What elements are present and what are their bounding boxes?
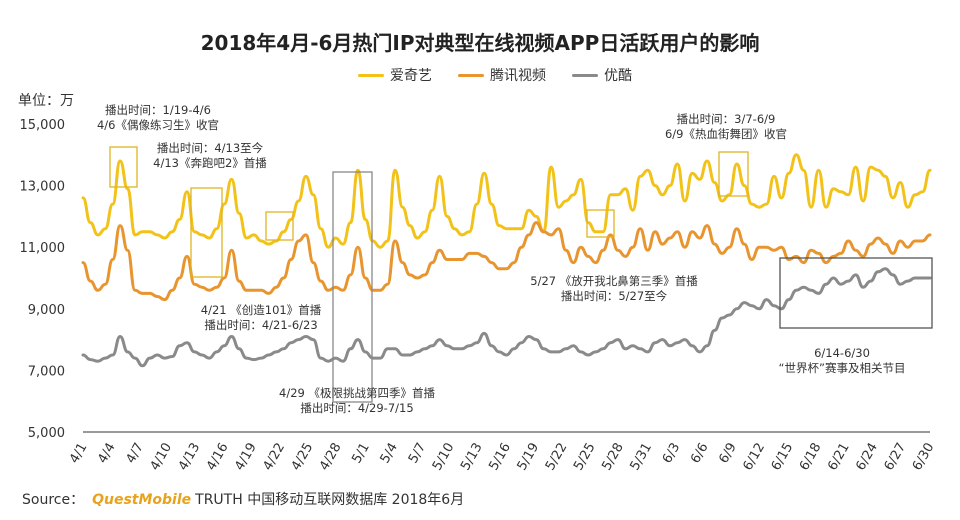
legend-item-tencent: 腾讯视频 <box>458 65 546 85</box>
x-tick-label: 5/4 <box>378 441 401 467</box>
x-tick-label: 5/31 <box>628 441 656 474</box>
highlight-box-1 <box>109 146 138 188</box>
x-tick-label: 6/6 <box>688 441 711 467</box>
series-line-iqiyi <box>81 153 932 249</box>
x-tick-label: 5/19 <box>515 441 543 474</box>
y-axis-unit-label: 单位：万 <box>18 93 74 109</box>
source-text: TRUTH 中国移动互联网数据库 2018年6月 <box>195 492 465 508</box>
x-tick-label: 4/22 <box>261 441 289 474</box>
highlight-box-6 <box>718 151 749 197</box>
annotation-1-line-2: 4/6《偶像练习生》收官 <box>97 118 219 132</box>
x-tick-label: 4/16 <box>204 441 232 474</box>
series-line-youku <box>81 267 932 368</box>
x-tick-label: 6/24 <box>853 441 881 474</box>
annotation-4-line-2: 播出时间：4/29-7/15 <box>300 401 413 415</box>
highlight-box-7 <box>779 257 933 329</box>
highlight-box-5 <box>586 209 615 238</box>
y-tick-label: 9,000 <box>28 303 65 318</box>
annotation-5-line-2: 播出时间：5/27至今 <box>561 289 668 303</box>
x-tick-label: 6/9 <box>716 441 739 467</box>
legend: 爱奇艺 腾讯视频 优酷 <box>358 66 658 84</box>
x-tick-label: 5/13 <box>458 441 486 474</box>
legend-item-youku: 优酷 <box>572 65 632 85</box>
legend-swatch-tencent <box>458 73 484 77</box>
x-tick-label: 5/1 <box>349 441 372 467</box>
legend-label-youku: 优酷 <box>604 68 632 84</box>
x-tick-label: 4/28 <box>317 441 345 474</box>
legend-item-iqiyi: 爱奇艺 <box>358 65 432 85</box>
legend-swatch-youku <box>572 73 598 77</box>
x-tick-label: 5/16 <box>486 441 514 474</box>
x-tick-label: 4/25 <box>289 441 317 474</box>
x-tick-label: 4/19 <box>232 441 260 474</box>
x-tick-label: 4/7 <box>123 441 146 467</box>
x-tick-label: 6/21 <box>825 441 853 474</box>
y-tick-label: 11,000 <box>20 241 66 256</box>
x-tick-label: 6/30 <box>910 441 938 474</box>
x-tick-label: 6/3 <box>660 441 683 467</box>
source-brand-logo: QuestMobile <box>92 492 192 508</box>
annotation-1-line-1: 播出时间：1/19-4/6 <box>105 103 211 117</box>
highlight-box-2 <box>190 187 223 278</box>
annotation-2-line-2: 4/13《奔跑吧2》首播 <box>153 156 267 170</box>
y-tick-label: 7,000 <box>28 364 65 379</box>
x-tick-label: 6/15 <box>769 441 797 474</box>
y-tick-label: 5,000 <box>28 426 65 441</box>
legend-swatch-iqiyi <box>358 73 384 77</box>
x-tick-label: 6/18 <box>797 441 825 474</box>
source-note: Source： QuestMobile TRUTH 中国移动互联网数据库 2018年… <box>22 489 464 509</box>
x-tick-label: 6/12 <box>740 441 768 474</box>
x-tick-label: 5/25 <box>571 441 599 474</box>
annotation-6-line-2: 6/9《热血街舞团》收官 <box>665 127 787 141</box>
annotation-4-line-1: 4/29 《极限挑战第四季》首播 <box>279 386 435 400</box>
y-tick-label: 13,000 <box>20 180 66 195</box>
x-tick-label: 4/13 <box>176 441 204 474</box>
series-line-tencent <box>81 221 932 302</box>
x-tick-label: 5/7 <box>406 441 429 467</box>
annotation-7-line-1: 6/14-6/30 <box>814 346 870 360</box>
annotation-3-line-1: 4/21 《创造101》首播 <box>201 303 322 317</box>
annotation-2-line-1: 播出时间：4/13至今 <box>157 141 264 155</box>
x-tick-label: 4/4 <box>95 441 118 467</box>
y-tick-label: 15,000 <box>20 118 66 133</box>
annotation-6-line-1: 播出时间：3/7-6/9 <box>677 112 776 126</box>
annotation-5-line-1: 5/27 《放开我北鼻第三季》首播 <box>530 274 698 288</box>
x-tick-label: 6/27 <box>882 441 910 474</box>
x-tick-label: 4/10 <box>148 441 176 474</box>
chart-title: 2018年4月-6月热门IP对典型在线视频APP日活跃用户的影响 <box>200 31 760 55</box>
source-prefix: Source： <box>22 492 85 508</box>
annotation-3-line-2: 播出时间：4/21-6/23 <box>204 318 317 332</box>
x-tick-label: 5/28 <box>599 441 627 474</box>
x-tick-label: 5/10 <box>430 441 458 474</box>
annotation-7-line-2: “世界杯”赛事及相关节目 <box>779 361 906 375</box>
legend-label-tencent: 腾讯视频 <box>490 68 546 84</box>
x-tick-label: 5/22 <box>543 441 571 474</box>
highlight-box-4 <box>332 171 373 403</box>
legend-label-iqiyi: 爱奇艺 <box>390 68 432 84</box>
x-tick-label: 4/1 <box>67 441 90 467</box>
highlight-box-3 <box>265 211 294 241</box>
